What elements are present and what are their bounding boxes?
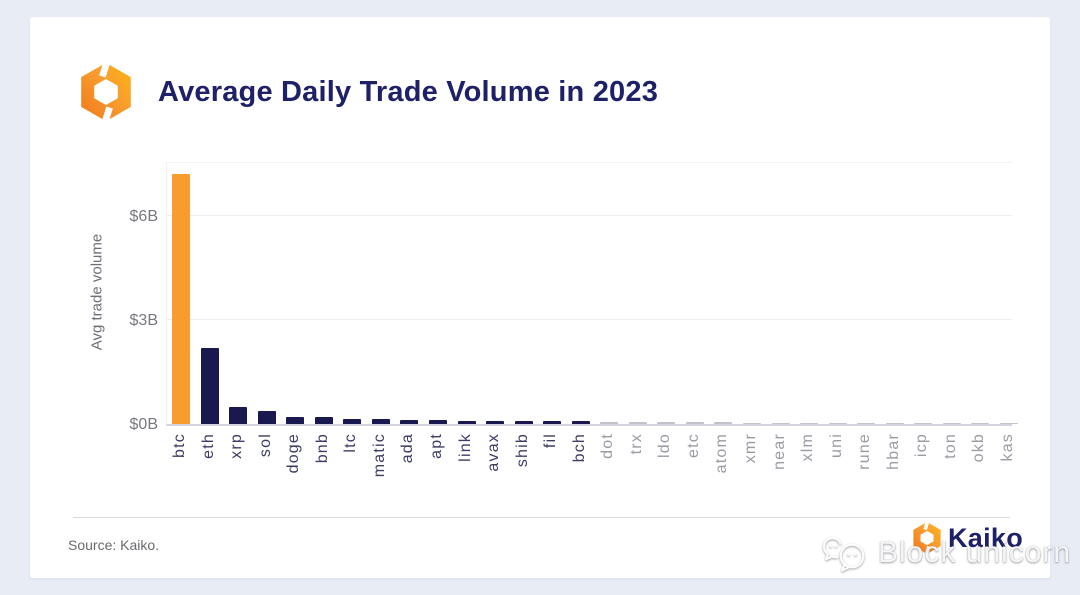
- x-tick-label-fil: fil: [542, 433, 560, 449]
- x-tick-label-hbar: hbar: [884, 433, 902, 470]
- bar-bch: [571, 420, 590, 424]
- x-tick-label-ldo: ldo: [656, 433, 674, 458]
- x-tick-label-uni: uni: [827, 433, 845, 458]
- bar-etc: [685, 422, 704, 424]
- bar-trx: [628, 421, 647, 424]
- bar-ton: [942, 422, 961, 424]
- bar-btc: [172, 173, 190, 424]
- y-tick-label: $0B: [129, 416, 158, 433]
- bar-avax: [486, 420, 505, 424]
- x-tick-label-okb: okb: [970, 433, 988, 463]
- y-tick-label: $3B: [129, 311, 158, 329]
- bar-dot: [600, 421, 619, 424]
- bar-chart: Avg trade volume $0B $3B $6B btc eth xrp sol d…: [30, 17, 1050, 578]
- bar-xlm: [800, 422, 819, 424]
- bar-matic: [371, 419, 390, 424]
- bar-xmr: [743, 422, 761, 424]
- bar-eth: [200, 347, 219, 424]
- kaiko-brand-text: Kaiko: [948, 522, 1024, 553]
- x-tick-label-etc: etc: [684, 433, 702, 458]
- chart-header: Average Daily Trade Volume in 2023: [75, 61, 658, 123]
- footer-divider: [73, 517, 1010, 518]
- gridline: [167, 318, 1012, 320]
- x-tick-label-ada: ada: [399, 433, 417, 464]
- x-tick-label-matic: matic: [370, 433, 388, 478]
- x-tick-label-avax: avax: [485, 433, 503, 472]
- chart-card: Average Daily Trade Volume in 2023 Avg t…: [30, 17, 1070, 578]
- bar-link: [457, 420, 476, 424]
- x-tick-label-ltc: ltc: [342, 433, 360, 453]
- x-tick-label-btc: btc: [171, 433, 188, 458]
- x-tick-label-apt: apt: [427, 433, 445, 459]
- x-tick-label-link: link: [456, 433, 474, 462]
- bar-doge: [286, 417, 305, 424]
- chart-title: Average Daily Trade Volume in 2023: [158, 75, 659, 108]
- x-tick-label-doge: doge: [285, 433, 303, 474]
- x-tick-label-sol: sol: [256, 433, 274, 458]
- bar-sol: [257, 410, 276, 424]
- x-tick-label-trx: trx: [627, 433, 645, 455]
- y-axis-title: Avg trade volume: [88, 233, 106, 351]
- bar-uni: [828, 422, 847, 424]
- kaiko-logo-icon-small: [913, 521, 941, 555]
- x-tick-label-dot: dot: [599, 433, 617, 459]
- bar-shib: [514, 420, 533, 424]
- bar-ltc: [343, 419, 362, 424]
- bar-icp: [914, 422, 933, 424]
- x-tick-label-atom: atom: [713, 433, 731, 474]
- x-tick-label-icp: icp: [913, 433, 931, 458]
- x-tick-label-xmr: xmr: [742, 433, 759, 464]
- x-tick-label-near: near: [770, 433, 788, 470]
- bar-atom: [714, 422, 733, 424]
- x-tick-label-xlm: xlm: [799, 433, 817, 462]
- bar-apt: [428, 419, 447, 424]
- x-tick-label-eth: eth: [199, 433, 217, 459]
- x-tick-label-bch: bch: [570, 433, 588, 463]
- bar-ldo: [657, 422, 676, 424]
- gridline: [167, 214, 1012, 216]
- bar-fil: [543, 420, 562, 424]
- x-tick-label-shib: shib: [513, 433, 531, 468]
- bar-okb: [971, 422, 990, 424]
- y-tick-label: $6B: [129, 207, 158, 225]
- x-tick-label-rune: rune: [856, 433, 874, 470]
- bar-xrp: [229, 406, 248, 424]
- x-tick-label-bnb: bnb: [313, 433, 331, 464]
- bar-hbar: [885, 422, 904, 424]
- x-tick-label-kas: kas: [998, 433, 1016, 462]
- source-text: Source: Kaiko.: [68, 537, 160, 553]
- bar-ada: [400, 419, 419, 424]
- bar-rune: [857, 422, 876, 424]
- plot-area: [166, 162, 1018, 426]
- x-tick-label-xrp: xrp: [228, 433, 246, 459]
- bar-kas: [999, 423, 1018, 424]
- x-tick-label-ton: ton: [941, 433, 959, 459]
- bar-near: [771, 422, 790, 424]
- kaiko-wordmark: Kaiko: [910, 521, 1023, 555]
- bar-bnb: [314, 417, 333, 424]
